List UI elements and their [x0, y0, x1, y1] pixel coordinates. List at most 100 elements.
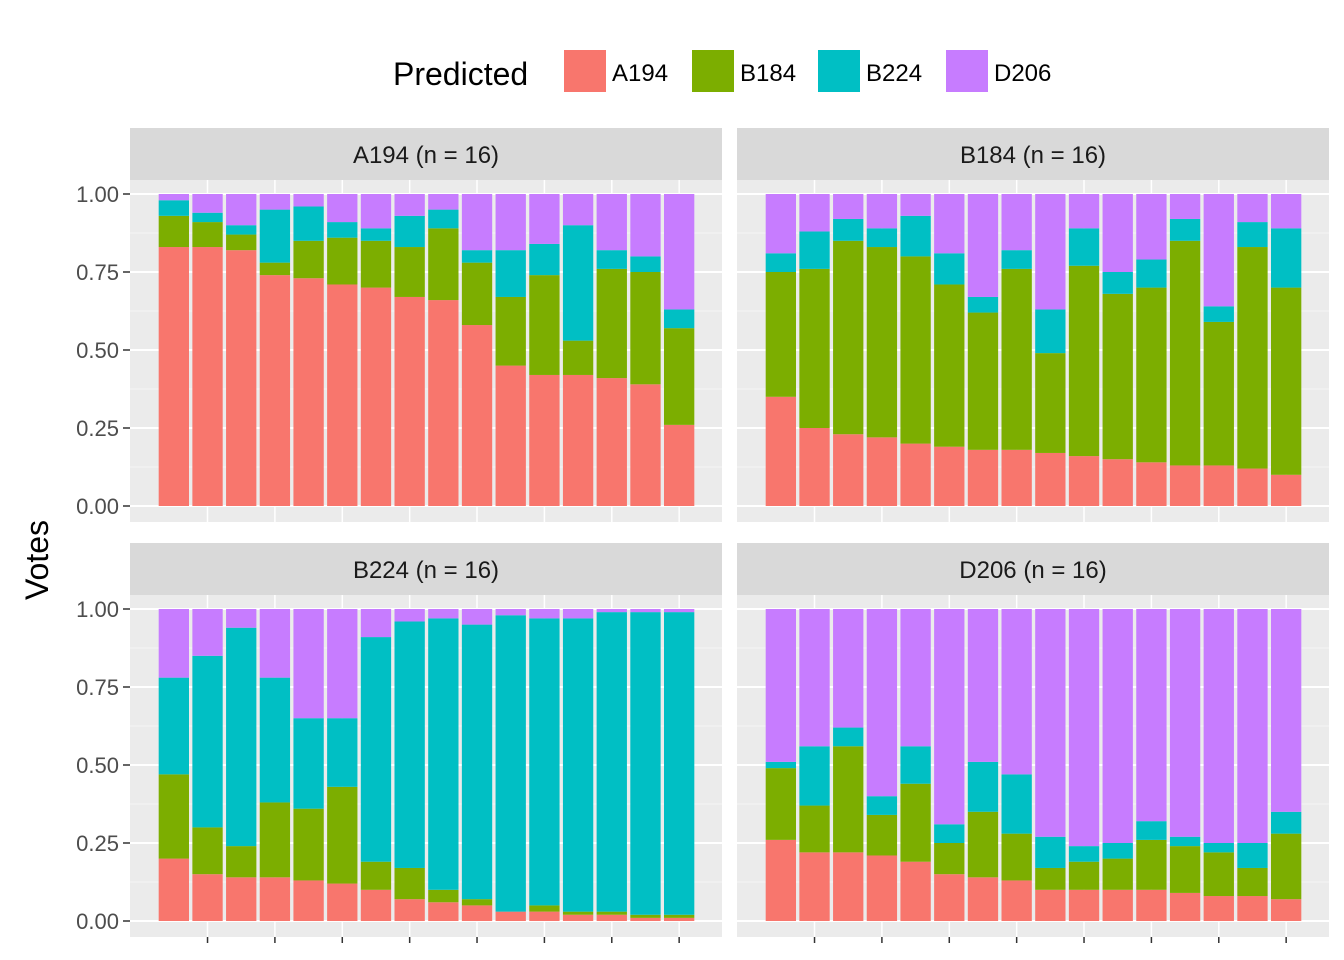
bar-segment-d206 — [428, 609, 459, 619]
y-tick-label: 0.75 — [76, 675, 119, 700]
bar-segment-d206 — [495, 609, 526, 616]
bar-segment-d206 — [900, 609, 931, 747]
bar-segment-d206 — [1169, 609, 1201, 837]
bar-segment-b184 — [1001, 833, 1032, 881]
bar-segment-b184 — [495, 296, 526, 366]
bar-segment-b224 — [596, 612, 627, 912]
bar-segment-a194 — [934, 874, 965, 921]
bar-segment-a194 — [259, 877, 291, 921]
bar-segment-a194 — [158, 858, 190, 921]
bar-segment-b184 — [562, 911, 594, 915]
bar-segment-b224 — [967, 296, 999, 313]
legend-key-b184 — [692, 50, 734, 92]
facet-title: B184 (n = 16) — [960, 142, 1106, 169]
bar-segment-d206 — [192, 194, 223, 213]
bar-segment-a194 — [799, 852, 830, 921]
bar-segment-b224 — [259, 677, 291, 803]
bar-segment-d206 — [1001, 194, 1032, 251]
legend: Predicted A194 B184 B224 D206 — [393, 50, 1051, 92]
bar-segment-b184 — [596, 911, 627, 915]
bar-segment-d206 — [495, 194, 526, 251]
bar-segment-b224 — [360, 637, 392, 862]
bar-segment-b224 — [1270, 811, 1302, 834]
bar-segment-b224 — [1136, 259, 1167, 288]
bar-segment-b184 — [293, 808, 324, 881]
bar-segment-d206 — [1068, 609, 1100, 847]
bar-segment-a194 — [596, 914, 627, 921]
bar-segment-a194 — [765, 396, 797, 506]
legend-label-d206: D206 — [994, 60, 1051, 87]
bar-segment-b184 — [1169, 846, 1201, 893]
facet-strip — [737, 128, 1329, 180]
bar-segment-d206 — [1102, 194, 1133, 272]
bar-segment-d206 — [226, 609, 257, 628]
bar-segment-b224 — [1203, 843, 1234, 853]
bar-segment-d206 — [833, 194, 864, 219]
bar-segment-d206 — [765, 194, 797, 254]
bar-segment-d206 — [562, 194, 594, 226]
bar-segment-b184 — [192, 222, 223, 248]
bar-segment-b224 — [833, 218, 864, 241]
facet-title: A194 (n = 16) — [353, 142, 499, 169]
y-axis-label: Votes — [19, 520, 55, 600]
bar-segment-a194 — [663, 917, 695, 921]
bar-segment-b224 — [562, 225, 594, 341]
bar-segment-d206 — [461, 194, 493, 251]
bar-segment-d206 — [934, 609, 965, 825]
y-tick-label: 0.25 — [76, 831, 119, 856]
bar-segment-d206 — [630, 609, 661, 613]
bar-segment-b184 — [529, 275, 560, 375]
bar-segment-b184 — [1237, 247, 1268, 469]
bar-segment-d206 — [259, 609, 291, 678]
bar-segment-b224 — [529, 618, 560, 906]
y-tick-label: 0.25 — [76, 416, 119, 441]
bar-segment-a194 — [495, 911, 526, 921]
bar-segment-a194 — [293, 880, 324, 921]
bar-segment-b184 — [461, 899, 493, 906]
bar-segment-a194 — [1203, 465, 1234, 506]
bar-segment-d206 — [967, 609, 999, 762]
bar-segment-b184 — [765, 272, 797, 397]
bar-segment-b184 — [630, 914, 661, 918]
bar-segment-b224 — [360, 228, 392, 241]
bar-segment-b184 — [934, 843, 965, 875]
bar-segment-b184 — [799, 805, 830, 853]
bar-segment-a194 — [1068, 456, 1100, 506]
bar-segment-b224 — [293, 718, 324, 809]
bar-segment-d206 — [934, 194, 965, 254]
bar-segment-a194 — [1270, 474, 1302, 506]
bar-segment-b224 — [158, 677, 190, 775]
bar-segment-b184 — [765, 768, 797, 840]
bar-segment-a194 — [226, 250, 257, 506]
bar-segment-d206 — [158, 609, 190, 678]
bar-segment-d206 — [529, 194, 560, 244]
y-tick-label: 0.75 — [76, 260, 119, 285]
bar-segment-d206 — [596, 194, 627, 251]
bar-segment-b184 — [1068, 265, 1100, 457]
bar-segment-d206 — [1237, 194, 1268, 223]
bar-segment-b184 — [259, 262, 291, 276]
bar-segment-b224 — [1169, 836, 1201, 847]
bar-segment-a194 — [1169, 892, 1201, 921]
bar-segment-b224 — [1136, 821, 1167, 840]
bar-segment-a194 — [562, 374, 594, 506]
bar-segment-b184 — [866, 814, 898, 856]
bar-segment-b184 — [866, 247, 898, 438]
facet-panel-1: A194 (n = 16) 0.00 0.25 0.50 0.75 1.00 — [76, 128, 722, 522]
bar-segment-d206 — [394, 194, 425, 216]
bar-segment-b184 — [394, 867, 425, 900]
bar-segment-b184 — [461, 262, 493, 326]
bar-segment-b224 — [461, 250, 493, 263]
bar-segment-b184 — [967, 312, 999, 450]
bar-segment-b184 — [1001, 268, 1032, 450]
bar-segment-b184 — [1102, 293, 1133, 460]
bar-segment-a194 — [900, 861, 931, 921]
bar-segment-b224 — [1068, 228, 1100, 266]
bar-segment-b224 — [900, 215, 931, 257]
bar-segment-b224 — [495, 250, 526, 297]
y-tick-label: 0.50 — [76, 338, 119, 363]
bar-segment-d206 — [866, 609, 898, 797]
bar-segment-b224 — [158, 200, 190, 216]
bar-segment-a194 — [765, 839, 797, 921]
bar-segment-a194 — [461, 905, 493, 921]
